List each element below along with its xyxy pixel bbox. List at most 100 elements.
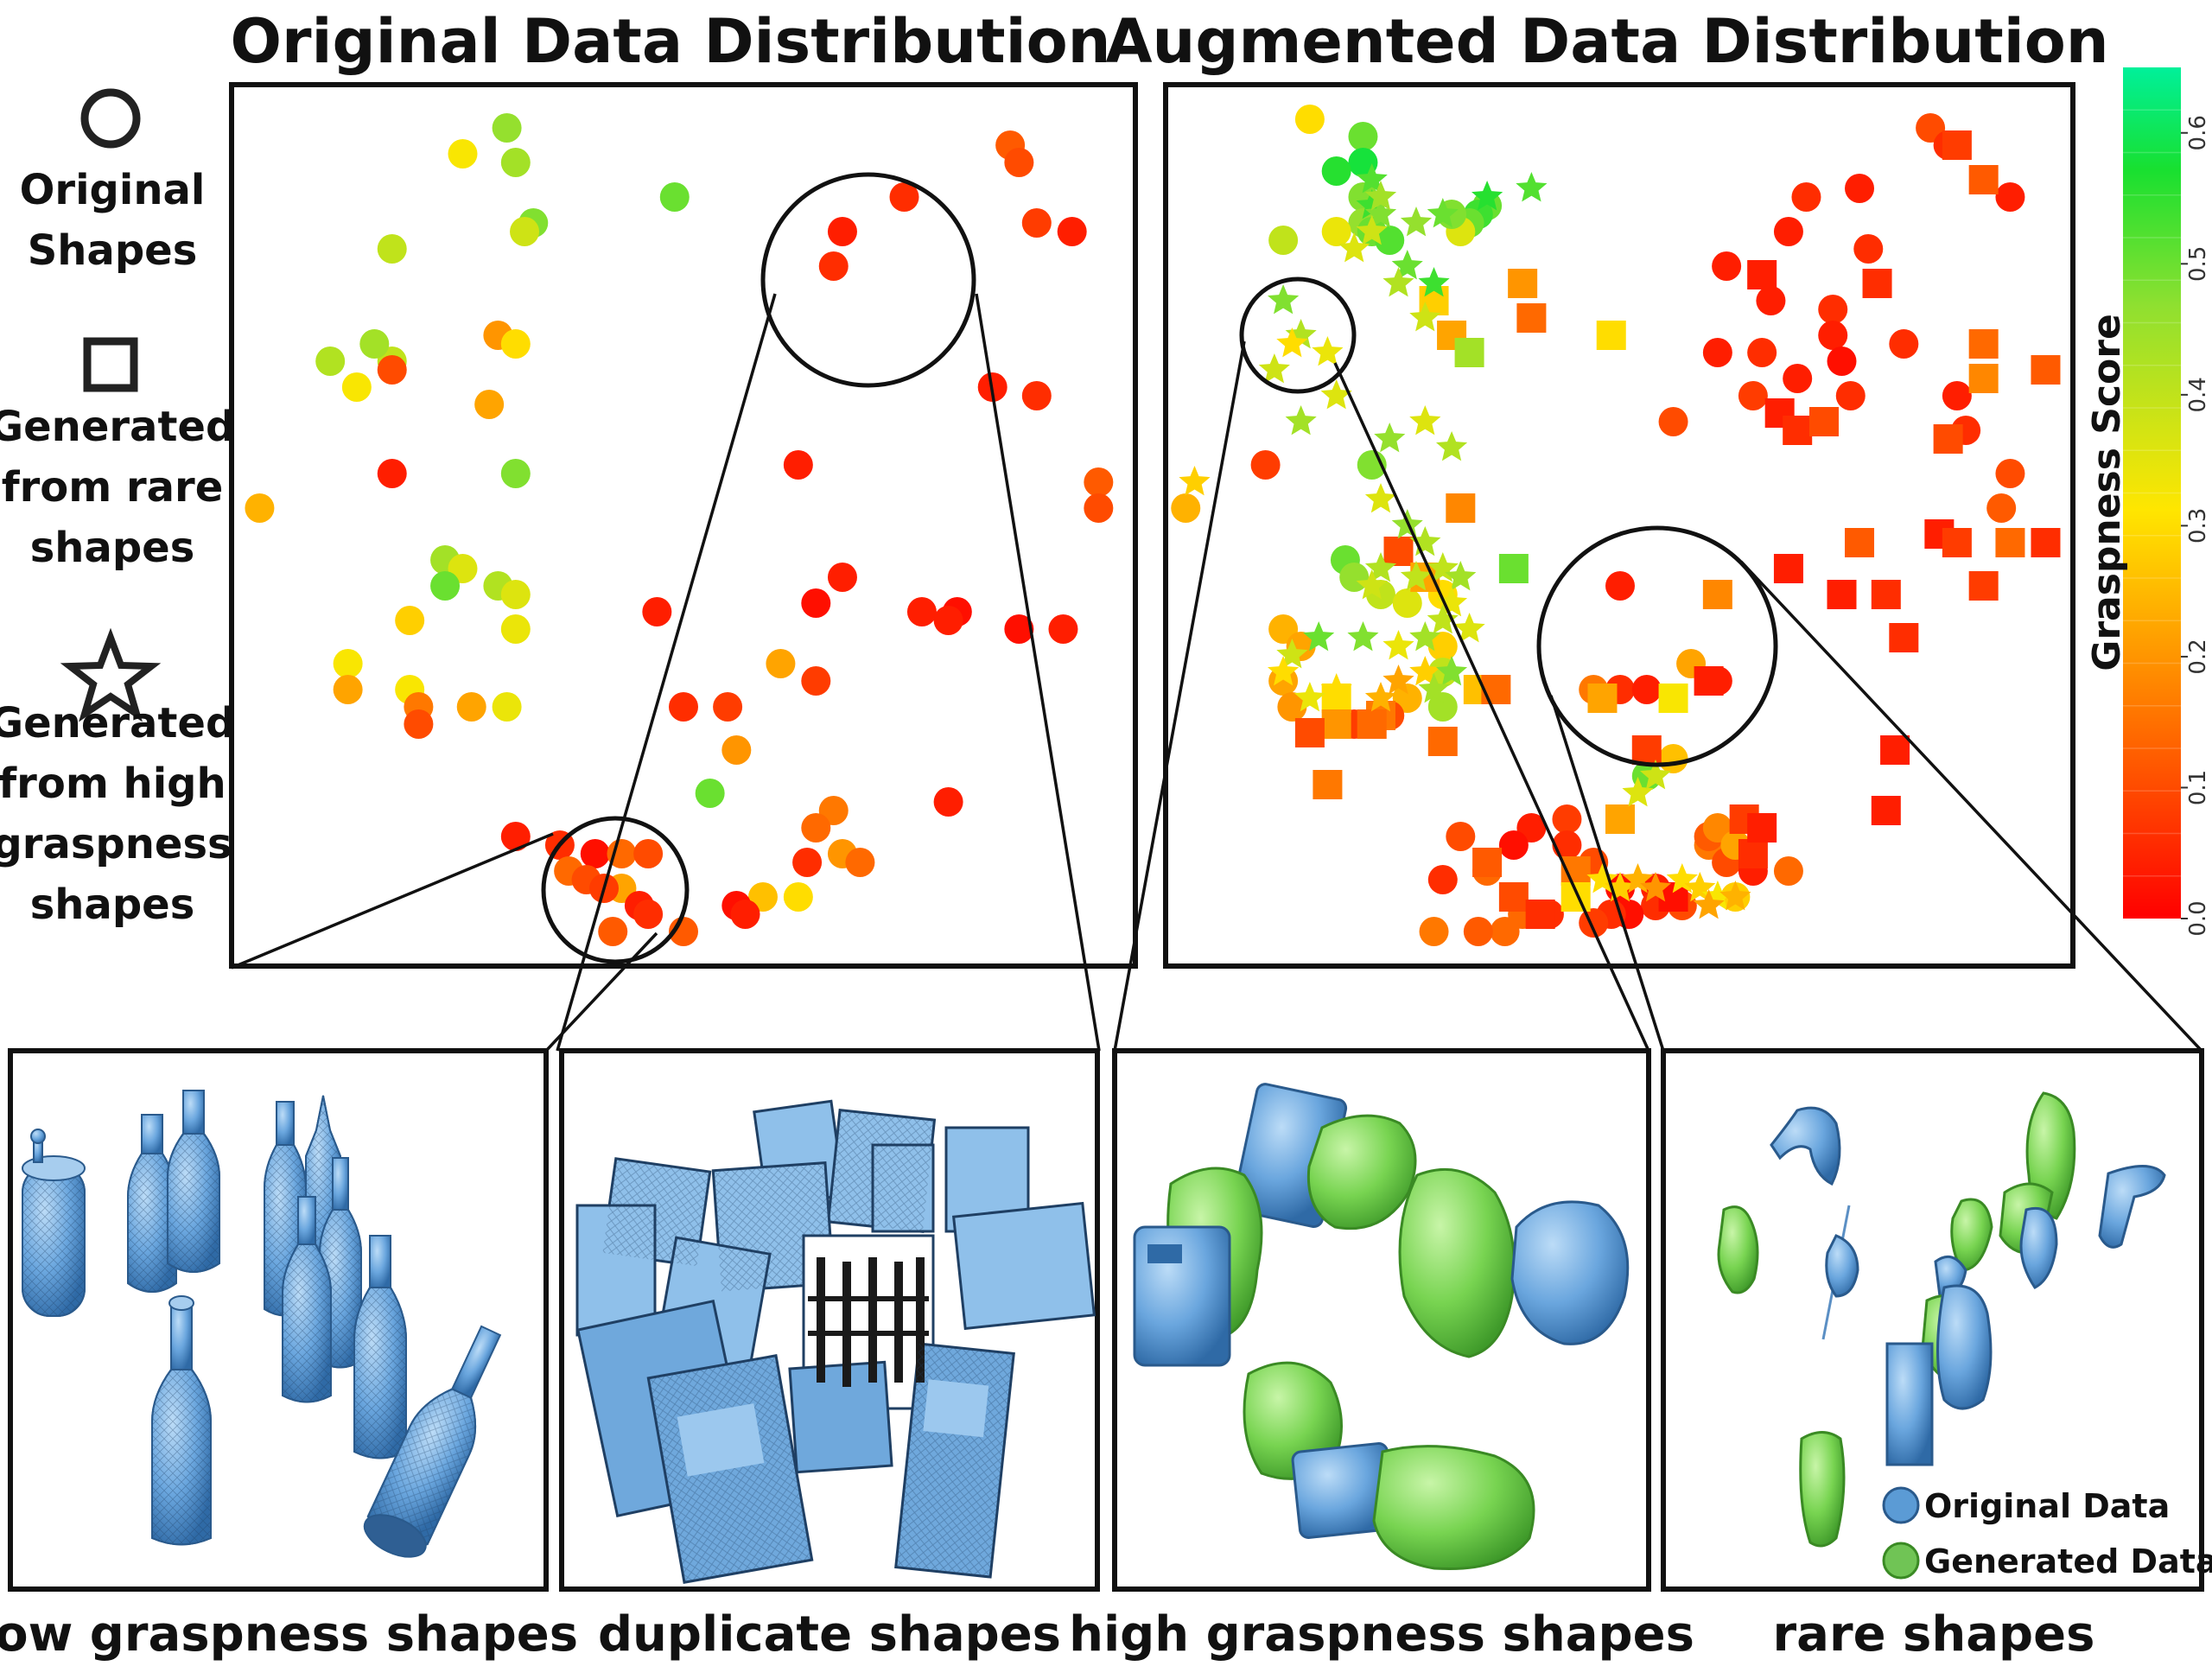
data-point-star — [1445, 561, 1477, 591]
data-point-circle — [1375, 226, 1405, 255]
data-point-square — [1516, 303, 1547, 333]
data-point-circle — [395, 606, 425, 635]
panel-rare — [1661, 1048, 2204, 1592]
data-point-circle — [889, 182, 919, 212]
data-point-square — [1498, 882, 1529, 912]
data-point-circle — [448, 139, 478, 169]
data-point-star — [1364, 682, 1397, 712]
data-point-square — [1313, 770, 1343, 799]
data-point-circle — [1658, 407, 1688, 436]
data-point-square — [1738, 839, 1768, 868]
data-point-circle — [430, 571, 461, 601]
data-point-square — [1357, 709, 1387, 739]
data-point-star — [1409, 621, 1441, 652]
data-point-star — [1640, 872, 1672, 902]
data-point-circle — [1321, 156, 1351, 186]
rare-shapes-illustration — [1717, 1091, 2166, 1548]
data-point-circle — [766, 649, 796, 678]
data-point-circle — [245, 493, 275, 523]
data-point-circle — [1942, 381, 1972, 410]
panel-duplicate — [559, 1048, 1100, 1592]
data-point-star — [1471, 181, 1503, 211]
data-point-circle — [1250, 450, 1281, 480]
data-point-square — [1942, 130, 1972, 160]
data-point-circle — [845, 848, 875, 877]
data-point-square — [1525, 900, 1555, 929]
data-point-star — [1320, 673, 1352, 703]
data-point-circle — [827, 217, 857, 246]
data-point-square — [1827, 580, 1857, 609]
data-point-star — [1364, 483, 1397, 513]
data-point-square — [1889, 623, 1919, 652]
data-point-circle — [333, 649, 363, 678]
data-point-circle — [1427, 865, 1458, 894]
data-point-circle — [713, 692, 743, 722]
zoom-circle-rare — [1536, 525, 1778, 767]
data-point-circle — [1057, 217, 1087, 246]
data-type-key: Original Data Generated Data — [1882, 1486, 2212, 1580]
data-point-square — [1472, 848, 1503, 877]
data-point-circle — [933, 787, 963, 817]
data-point-square — [1605, 804, 1635, 834]
bottle-shapes-illustration — [22, 1090, 502, 1558]
data-point-circle — [1004, 148, 1034, 177]
data-point-star — [1364, 181, 1397, 211]
right-chart-title: Augmented Data Distribution — [1105, 6, 2108, 77]
data-point-square — [1862, 269, 1892, 298]
colorbar-tick-label: 0.2 — [2185, 639, 2211, 674]
colorbar — [2123, 67, 2181, 919]
data-point-square — [1560, 882, 1591, 912]
duplicate-shapes-illustration — [575, 1099, 1096, 1584]
data-point-star — [1622, 777, 1654, 807]
data-point-star — [1179, 466, 1211, 496]
data-point-circle — [1773, 217, 1803, 246]
data-point-square — [1995, 528, 2025, 557]
data-point-square — [1968, 571, 1999, 601]
data-point-star — [1409, 302, 1441, 332]
data-point-star — [1312, 336, 1344, 366]
data-point-star — [1409, 405, 1441, 436]
colorbar-label: Graspness Score — [2085, 314, 2129, 671]
left-plot-frame — [229, 82, 1138, 969]
data-point-circle — [1392, 588, 1422, 618]
zoom-circle-low-graspness — [541, 816, 690, 964]
colorbar-tick-label: 0.6 — [2185, 115, 2211, 150]
data-point-circle — [1702, 338, 1732, 367]
data-point-circle — [341, 372, 372, 402]
data-point-star — [1276, 327, 1308, 358]
data-point-square — [1968, 364, 1999, 393]
data-point-circle — [801, 813, 831, 843]
legend-star-line-1: Generated — [0, 699, 235, 747]
zoom-connectors — [231, 293, 2203, 1052]
legend-square-line-3: shapes — [30, 524, 195, 572]
data-point-star — [1374, 423, 1406, 453]
high-graspness-shapes-illustration — [1133, 1083, 1630, 1571]
data-point-square — [1968, 329, 1999, 359]
data-point-circle — [1048, 614, 1078, 644]
data-point-square — [1942, 528, 1972, 557]
generated-data-swatch — [1882, 1542, 1920, 1580]
colorbar-tick-label: 0.5 — [2185, 246, 2211, 282]
colorbar-bands — [2123, 109, 2181, 877]
caption-rare: rare shapes — [1773, 1606, 2095, 1663]
data-point-star — [1258, 353, 1290, 384]
key-generated-label: Generated Data — [1924, 1542, 2212, 1580]
legend-star-line-2: from high — [0, 760, 226, 808]
data-point-circle — [906, 597, 937, 626]
data-point-star — [1427, 198, 1459, 228]
data-point-circle — [1747, 338, 1777, 367]
data-point-circle — [1004, 614, 1034, 644]
colorbar-tick-label: 0.4 — [2185, 377, 2211, 412]
data-point-circle — [377, 355, 407, 385]
data-point-square — [1321, 709, 1351, 739]
data-point-star — [1338, 232, 1370, 263]
data-point-square — [1498, 554, 1529, 583]
data-point-circle — [933, 606, 963, 635]
legend-circle-line-2: Shapes — [28, 226, 198, 275]
data-point-star — [1356, 215, 1388, 245]
data-point-circle — [1835, 381, 1866, 410]
data-point-star — [1427, 604, 1459, 634]
data-point-square — [1747, 260, 1777, 289]
data-point-circle — [792, 848, 823, 877]
data-point-circle — [1818, 321, 1848, 350]
